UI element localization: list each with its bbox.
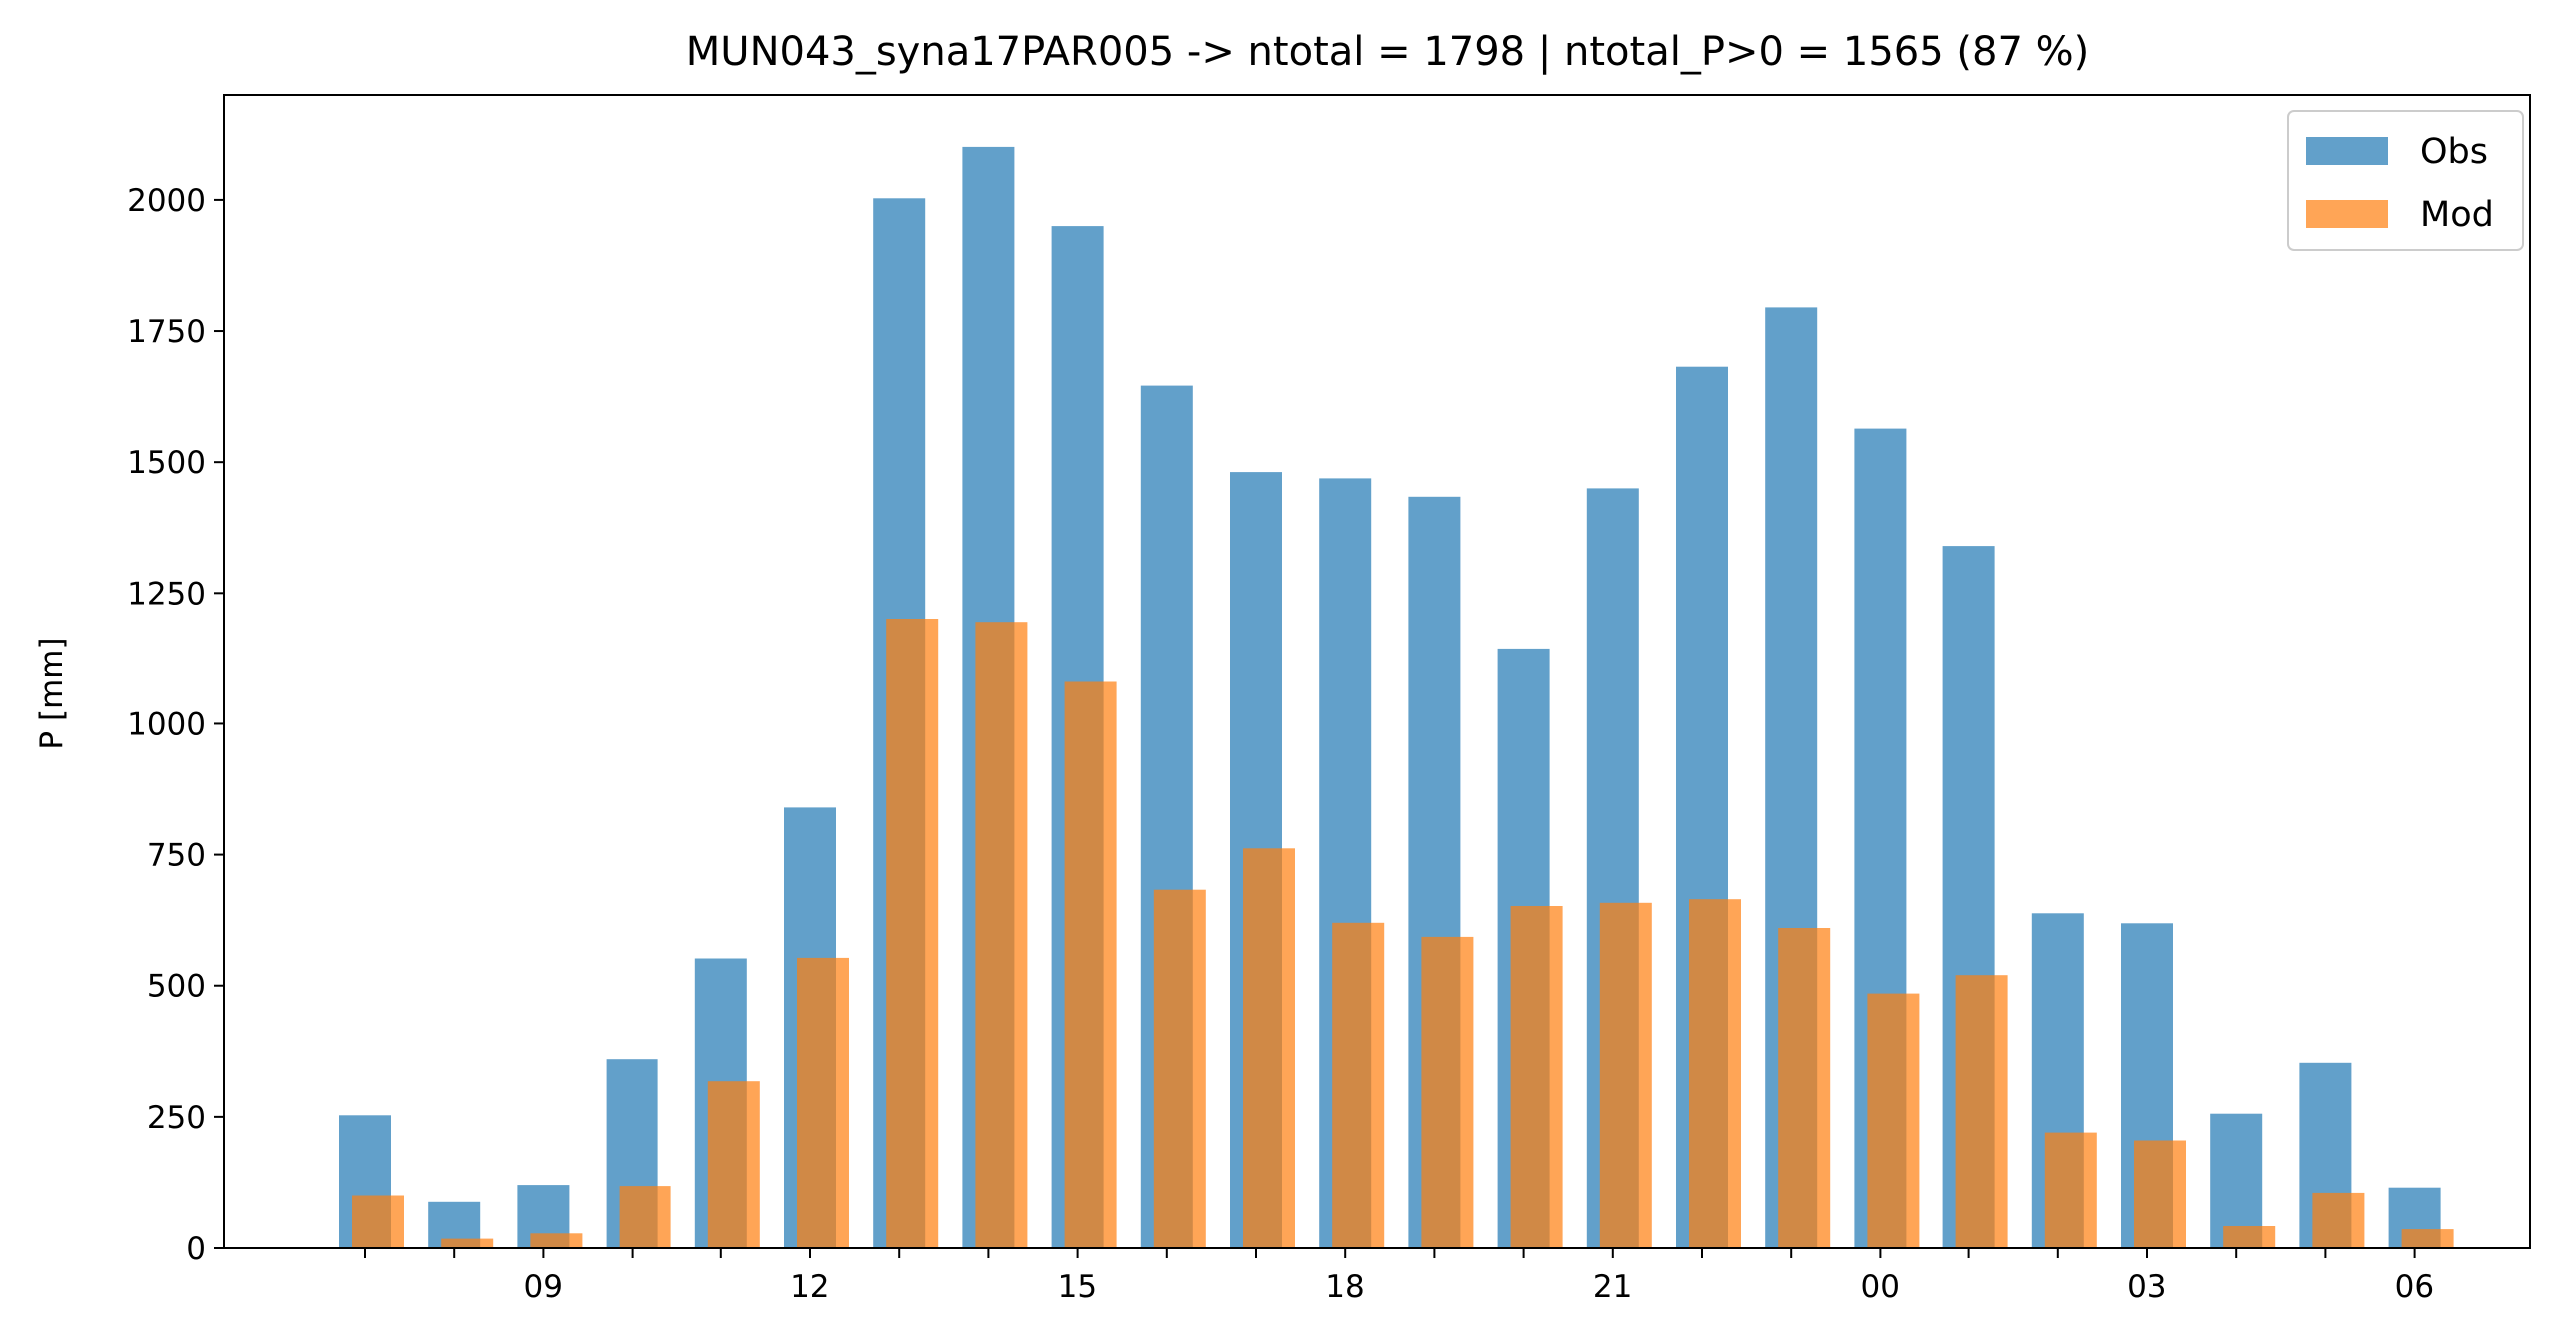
bar-mod-01 [1867, 993, 1920, 1248]
chart-title: MUN043_syna17PAR005 -> ntotal = 1798 | n… [686, 29, 2089, 75]
bar-mod-09 [441, 1238, 494, 1248]
bar-mod-17 [1153, 889, 1206, 1248]
y-tick-label: 1500 [127, 445, 206, 481]
bar-mod-14 [886, 619, 939, 1248]
bar-mod-03 [2044, 1132, 2097, 1248]
bar-obs-05 [2210, 1113, 2263, 1248]
bar-mod-06 [2312, 1192, 2365, 1248]
legend-swatch-mod [2306, 200, 2388, 228]
bar-mod-12 [707, 1081, 760, 1248]
legend-label-obs: Obs [2420, 132, 2488, 172]
bar-mod-10 [530, 1233, 583, 1248]
y-axis-label: P [mm] [34, 637, 70, 749]
x-tick-label: 12 [790, 1269, 829, 1305]
bar-mod-11 [619, 1186, 671, 1248]
legend-swatch-obs [2306, 137, 2388, 165]
y-tick-label: 2000 [127, 183, 206, 219]
bar-mod-02 [1955, 975, 2008, 1248]
y-tick-label: 750 [147, 838, 206, 874]
axes-layer: 0 250 500 750 1000 1250 1500 1750 2000 09 12 15 18 21… [127, 94, 2531, 1305]
y-tick-label: 1750 [127, 314, 206, 350]
x-tick-label: 03 [2127, 1269, 2166, 1305]
legend-label-mod: Mod [2420, 195, 2494, 235]
bar-mod-18 [1243, 848, 1295, 1248]
legend: Obs Mod [2287, 110, 2524, 251]
x-tick-label: 06 [2395, 1269, 2434, 1305]
bar-mod-15 [975, 622, 1028, 1248]
y-tick-label: 500 [147, 969, 206, 1005]
bar-mod-23 [1689, 899, 1741, 1248]
bar-mod-13 [797, 957, 849, 1248]
bar-mod-05 [2223, 1226, 2276, 1248]
x-tick-label: 00 [1860, 1269, 1899, 1305]
bar-mod-16 [1064, 681, 1117, 1248]
bar-mod-19 [1332, 922, 1385, 1248]
y-tick-label: 0 [186, 1231, 206, 1267]
bar-mod-22 [1599, 902, 1652, 1248]
bars-layer [339, 146, 2454, 1249]
x-tick-label: 18 [1325, 1269, 1364, 1305]
plot-frame [223, 94, 2531, 1249]
bar-mod-08 [352, 1195, 404, 1248]
bar-mod-00 [1778, 928, 1831, 1248]
y-tick-label: 1250 [127, 576, 206, 612]
x-tick-label: 15 [1058, 1269, 1097, 1305]
bar-mod-04 [2134, 1140, 2186, 1248]
bar-mod-07 [2401, 1229, 2454, 1248]
bar-mod-20 [1421, 936, 1474, 1248]
x-tick-label: 09 [523, 1269, 562, 1305]
x-tick-label: 21 [1593, 1269, 1632, 1305]
y-tick-label: 250 [147, 1100, 206, 1136]
y-tick-label: 1000 [127, 706, 206, 742]
bar-mod-21 [1510, 906, 1563, 1248]
